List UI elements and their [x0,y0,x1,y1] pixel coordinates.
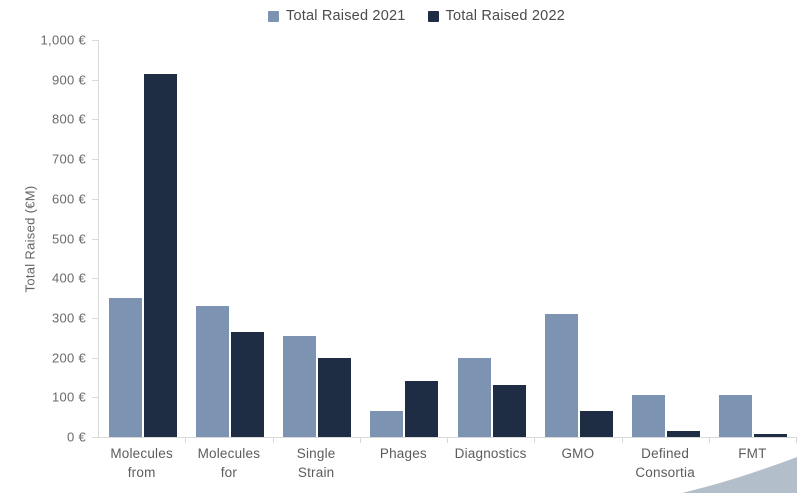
x-tick-mark [621,437,623,443]
y-tick-label-500-: 500 € [51,231,86,246]
x-tick-mark [359,437,361,443]
x-label-gmo: GMO [534,444,621,463]
x-label-line: Strain [297,465,335,480]
x-tick-mark [272,437,274,443]
bar-total-raised-2021-diagnostics [457,357,491,437]
x-tick-mark [708,437,710,443]
y-tick-label-600-: 600 € [51,191,86,207]
corner-decoration-wedge [682,457,797,493]
legend-item-2021: Total Raised 2021 [268,8,405,24]
y-tick-mark [92,317,98,319]
bar-group-molecules-from [99,40,186,437]
x-label-line: Diagnostics [454,446,527,461]
bar-total-raised-2022-molecules-for [230,331,264,437]
x-label-line: Molecules [110,446,173,461]
x-tick-mark [534,437,536,443]
bar-total-raised-2022-defined-consortia [667,431,701,437]
x-label-molecules-from: Molecules from [98,444,185,482]
y-tick-label-200-: 200 € [51,350,86,366]
bar-group-molecules-for [186,40,273,437]
y-tick-mark [92,79,98,81]
x-label-molecules-for: Molecules for [185,444,272,482]
bar-total-raised-2021-molecules-from [108,298,142,437]
y-tick-mark [92,437,98,438]
bar-total-raised-2022-phages [405,381,439,437]
x-label-fmt: FMT [709,444,796,463]
y-tick-label-400-: 400 € [51,270,86,286]
y-tick-label-700-: 700 € [51,151,86,167]
y-tick-label-1-000-: 1,000 € [40,32,86,48]
y-tick-label-100-: 100 € [51,389,86,405]
legend: Total Raised 2021 Total Raised 2022 [18,8,797,24]
y-tick-label-300-: 300 € [51,310,86,326]
x-axis-labels: Molecules from Molecules for Single Strain Pha… [98,444,796,482]
x-label-diagnostics: Diagnostics [447,444,534,463]
x-label-line: FMT [738,446,767,461]
bar-total-raised-2021-molecules-for [195,306,229,437]
x-label-defined-consortia: Defined Consortia [622,444,709,482]
bar-group-defined-consortia [623,40,710,437]
x-label-line: for [220,465,238,480]
y-tick-mark [92,159,98,161]
bar-total-raised-2021-gmo [544,313,578,437]
y-tick-mark [92,119,98,121]
x-label-line: Defined [641,446,690,461]
bar-group-diagnostics [448,40,535,437]
x-label-line: GMO [561,446,595,461]
x-label-phages: Phages [360,444,447,463]
bar-total-raised-2022-diagnostics [492,385,526,437]
y-tick-label-900-: 900 € [51,72,86,88]
legend-item-2022: Total Raised 2022 [427,8,565,24]
y-tick-mark [92,238,98,240]
x-tick-mark [185,437,187,443]
bar-group-single-strain [274,40,361,437]
bar-total-raised-2021-fmt [719,395,753,437]
y-tick-mark [92,198,98,200]
legend-label-2021: Total Raised 2021 [286,8,406,24]
y-tick-mark [92,397,98,399]
legend-swatch-2021 [268,10,280,22]
bar-total-raised-2022-molecules-from [143,73,177,437]
bar-group-phages [361,40,448,437]
y-tick-mark [92,357,98,359]
y-tick-mark [92,278,98,280]
bar-total-raised-2022-gmo [579,410,613,437]
plot-area [92,40,797,443]
y-tick-label-800-: 800 € [51,111,86,127]
legend-label-2022: Total Raised 2022 [445,8,565,24]
bar-total-raised-2021-single-strain [283,335,317,437]
bar-total-raised-2021-defined-consortia [632,394,666,437]
bar-total-raised-2022-fmt [754,433,788,437]
legend-swatch-2022 [427,10,439,22]
y-tick-mark [92,40,98,41]
x-label-single-strain: Single Strain [273,444,360,482]
x-label-line: Consortia [635,465,695,480]
x-tick-mark [447,437,448,443]
x-label-line: Molecules [197,446,261,461]
bar-groups [99,40,797,437]
bar-total-raised-2021-phages [370,411,404,437]
bar-group-fmt [710,40,797,437]
bar-group-gmo [535,40,622,437]
x-label-line: Phages [379,446,427,461]
bar-total-raised-2022-single-strain [318,358,352,437]
y-tick-label-0-: 0 € [67,429,86,445]
x-label-line: from [127,465,156,480]
x-label-line: Single [296,446,336,461]
